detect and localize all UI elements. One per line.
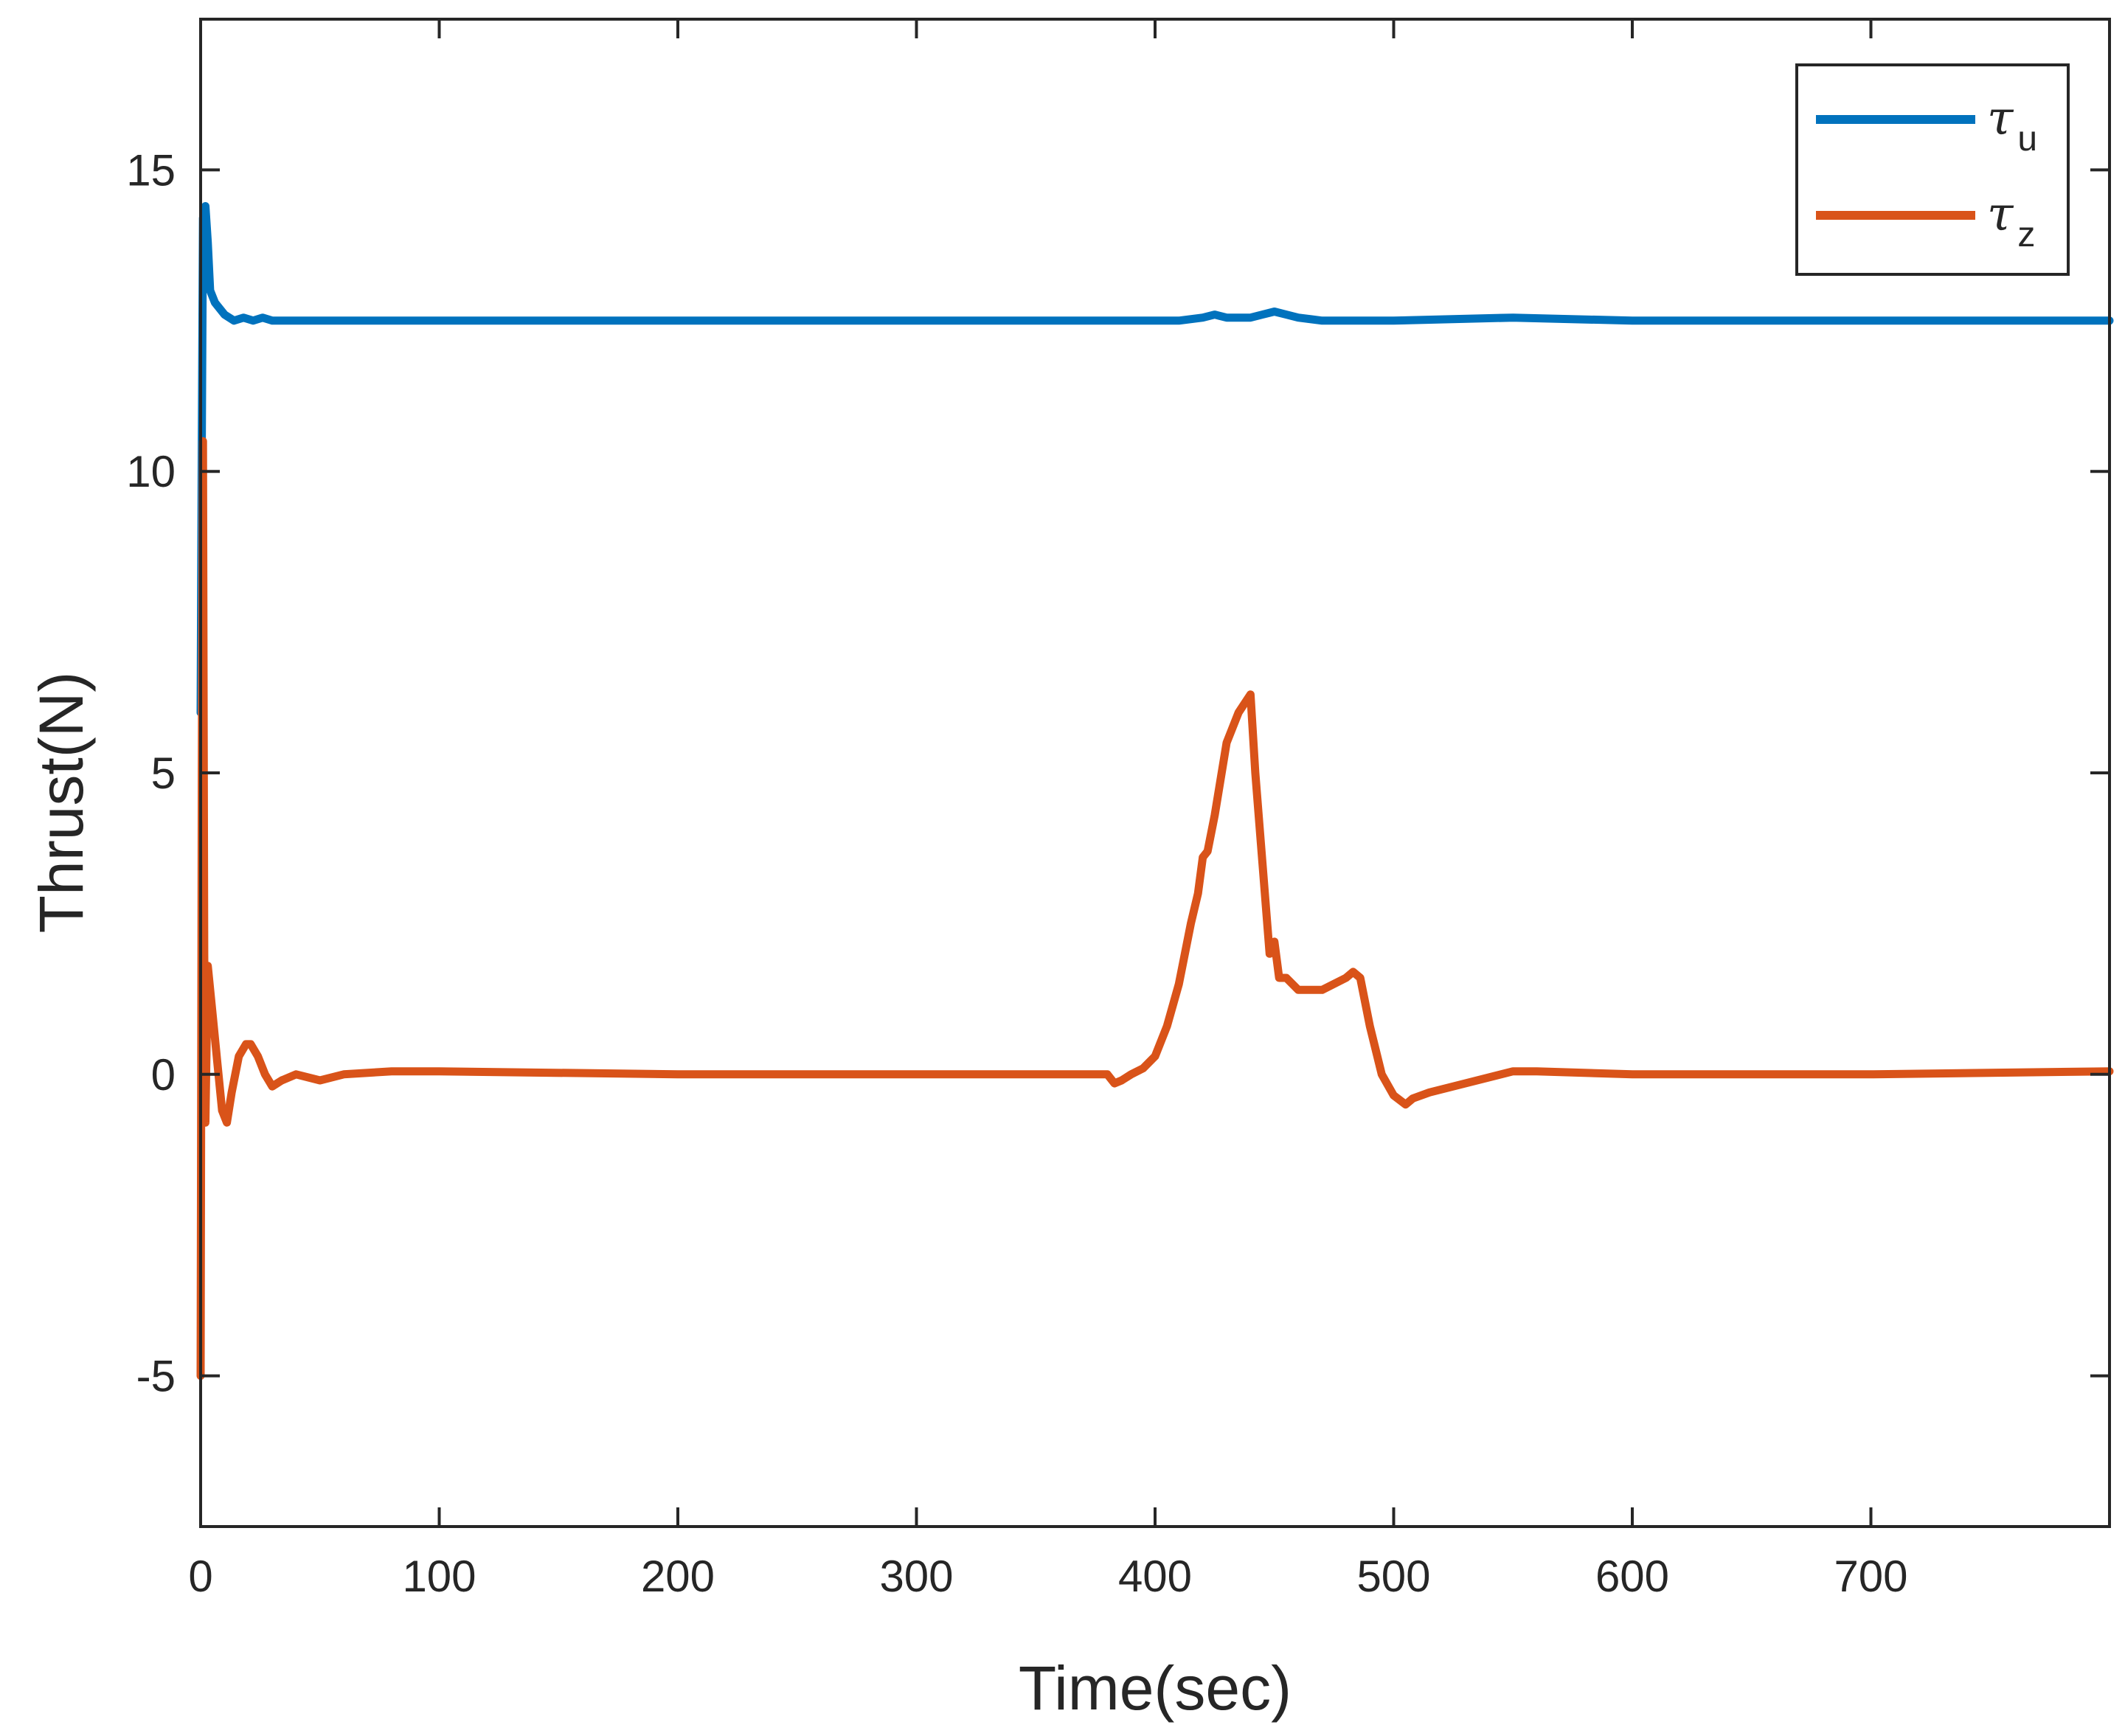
series-line-z	[196, 437, 2114, 1381]
y-tick-label: 10	[126, 447, 176, 496]
x-tick-label: 300	[879, 1552, 953, 1601]
x-ticks: 0 100 200 300 400 500 600 700	[188, 19, 1908, 1601]
x-tick-label: 400	[1118, 1552, 1192, 1601]
y-ticks: -5 0 5 10 15	[126, 145, 2110, 1401]
legend-box	[1795, 63, 2070, 276]
legend-subscript: z	[2017, 215, 2035, 254]
legend-symbol: τ	[1987, 187, 2014, 242]
x-tick-label: 600	[1595, 1552, 1669, 1601]
x-axis-label: Time(sec)	[1019, 1653, 1292, 1723]
plot-lines	[196, 202, 2114, 1381]
y-axis-label: Thrust(N)	[27, 672, 96, 934]
x-tick-label: 0	[188, 1552, 212, 1601]
y-tick-label: 0	[151, 1050, 176, 1100]
y-tick-label: 5	[151, 749, 176, 798]
legend-symbol: τ	[1987, 91, 2014, 146]
y-tick-label: -5	[136, 1352, 176, 1401]
series-line-u	[196, 202, 2114, 717]
legend: τ uτ z	[1795, 63, 2070, 276]
legend-subscript: u	[2017, 119, 2037, 159]
x-tick-label: 500	[1356, 1552, 1430, 1601]
x-tick-label: 700	[1834, 1552, 1907, 1601]
x-tick-label: 200	[641, 1552, 715, 1601]
x-tick-label: 100	[402, 1552, 476, 1601]
y-tick-label: 15	[126, 145, 176, 195]
